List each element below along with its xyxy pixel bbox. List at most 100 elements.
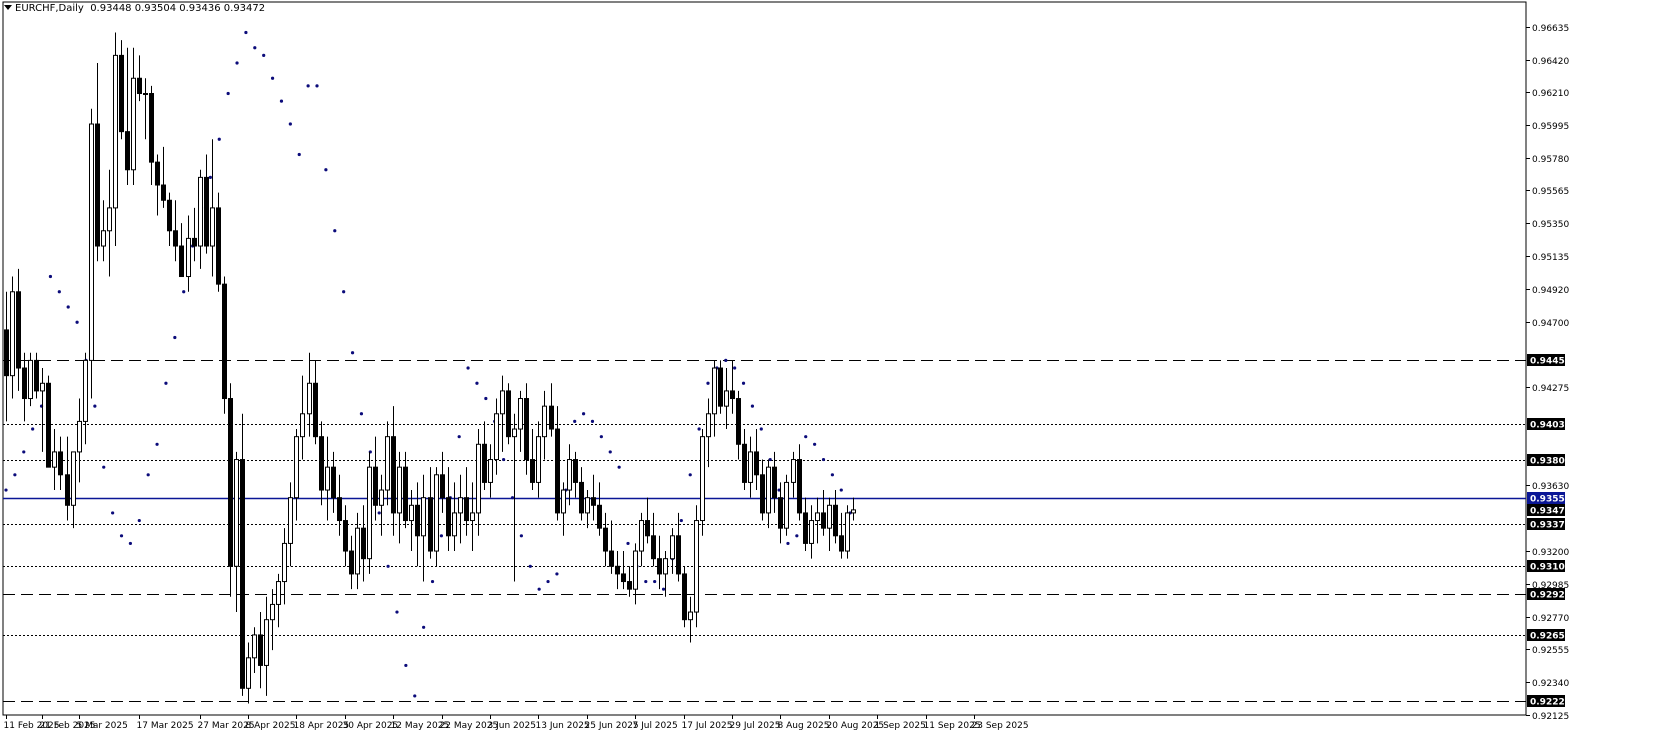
price-tick-label: 0.92770 bbox=[1532, 614, 1569, 624]
candle-body-down bbox=[603, 527, 608, 552]
date-tick-label: 3 Jun 2025 bbox=[488, 721, 536, 731]
price-tick-label: 0.94275 bbox=[1532, 384, 1569, 394]
candle-body-up bbox=[815, 512, 820, 522]
candle bbox=[391, 406, 396, 536]
level-label: 0.93800 bbox=[1527, 454, 1571, 467]
candle-body-down bbox=[216, 207, 221, 285]
candle-body-down bbox=[204, 176, 209, 247]
candle bbox=[234, 451, 239, 613]
candle-body-down bbox=[331, 466, 336, 499]
candle bbox=[258, 612, 263, 689]
sar-dot bbox=[164, 381, 168, 385]
date-tick-label: 11 Feb 2025 bbox=[4, 721, 60, 731]
candle bbox=[524, 383, 529, 475]
sar-dot bbox=[830, 473, 834, 477]
sar-dot bbox=[750, 404, 755, 408]
candle-body-down bbox=[319, 436, 324, 491]
candle bbox=[173, 200, 178, 262]
sar-dot bbox=[57, 290, 61, 294]
candle-body-up bbox=[101, 230, 106, 247]
candle bbox=[107, 169, 112, 277]
symbol-timeframe: EURCHF,Daily bbox=[15, 3, 84, 14]
sar-dot bbox=[333, 229, 337, 233]
price-tick-label: 0.95995 bbox=[1532, 122, 1569, 132]
candle bbox=[591, 474, 596, 521]
candle-body-down bbox=[34, 359, 39, 392]
sar-dot bbox=[395, 610, 399, 614]
candle-body-down bbox=[343, 520, 348, 552]
candle-body-up bbox=[10, 291, 15, 377]
sar-dot bbox=[813, 442, 817, 446]
level-label-bg bbox=[1527, 629, 1565, 641]
candle bbox=[688, 596, 693, 643]
candle-body-up bbox=[458, 497, 463, 514]
candle bbox=[16, 268, 21, 391]
sar-dot bbox=[679, 518, 683, 523]
candle bbox=[718, 360, 723, 414]
candle-body-up bbox=[186, 237, 191, 278]
candle-body-up bbox=[113, 54, 118, 209]
candle bbox=[252, 627, 257, 674]
candle-body-down bbox=[179, 245, 184, 278]
date-tick-label: 11 Sep 2025 bbox=[924, 721, 981, 731]
candle bbox=[482, 421, 487, 491]
candle-body-down bbox=[415, 504, 420, 537]
date-tick-label: 25 Jun 2025 bbox=[585, 721, 639, 731]
level-label-bg bbox=[1527, 560, 1565, 572]
level-label: 0.92220 bbox=[1527, 695, 1571, 708]
candle bbox=[421, 474, 426, 582]
candle bbox=[549, 383, 554, 437]
candle-body-down bbox=[615, 565, 620, 575]
level-label-bg bbox=[1527, 695, 1565, 707]
candle-body-up bbox=[264, 619, 269, 666]
candle bbox=[379, 474, 384, 536]
candle bbox=[52, 429, 57, 491]
candle-body-up bbox=[270, 603, 275, 621]
candle bbox=[307, 352, 312, 437]
price-tick-label: 0.94700 bbox=[1532, 319, 1569, 329]
candle-body-up bbox=[294, 436, 299, 499]
candle-body-up bbox=[724, 390, 729, 407]
price-tick-label: 0.95780 bbox=[1532, 155, 1569, 165]
candle-body-up bbox=[688, 611, 693, 621]
candle bbox=[615, 551, 620, 590]
price-tick-label: 0.94920 bbox=[1532, 286, 1569, 296]
level-label-text: 0.94450 bbox=[1530, 357, 1571, 367]
date-tick-label: 17 Jul 2025 bbox=[682, 721, 733, 731]
candle-body-down bbox=[228, 398, 233, 567]
candle bbox=[428, 467, 433, 559]
candle bbox=[803, 497, 808, 552]
sar-dot bbox=[626, 541, 630, 546]
sar-dot bbox=[733, 366, 737, 370]
candle-body-up bbox=[71, 451, 76, 506]
candle bbox=[778, 482, 783, 544]
sar-dot bbox=[297, 152, 301, 157]
dropdown-triangle-icon[interactable] bbox=[4, 5, 12, 10]
candle-body-up bbox=[77, 420, 82, 453]
candle-body-up bbox=[488, 459, 493, 483]
candle bbox=[621, 551, 626, 590]
sar-dot bbox=[422, 625, 426, 629]
candle-body-down bbox=[403, 466, 408, 522]
candle-body-down bbox=[803, 512, 808, 544]
candle-body-up bbox=[766, 466, 771, 514]
sar-dot bbox=[102, 465, 106, 469]
sar-dot bbox=[475, 381, 479, 385]
candle-body-down bbox=[361, 527, 366, 560]
level-label: 0.92650 bbox=[1527, 629, 1571, 642]
candle-body-down bbox=[173, 230, 178, 247]
candle bbox=[125, 47, 130, 186]
candle bbox=[784, 474, 789, 536]
candle-body-up bbox=[143, 93, 148, 96]
sar-dot bbox=[155, 442, 159, 446]
candle-body-down bbox=[337, 497, 342, 522]
candle bbox=[452, 482, 457, 552]
sar-dot bbox=[457, 435, 461, 439]
candle-body-down bbox=[482, 443, 487, 483]
sar-dot bbox=[688, 473, 692, 477]
candle bbox=[440, 451, 445, 513]
sar-dot bbox=[217, 137, 221, 141]
candle bbox=[409, 490, 414, 552]
